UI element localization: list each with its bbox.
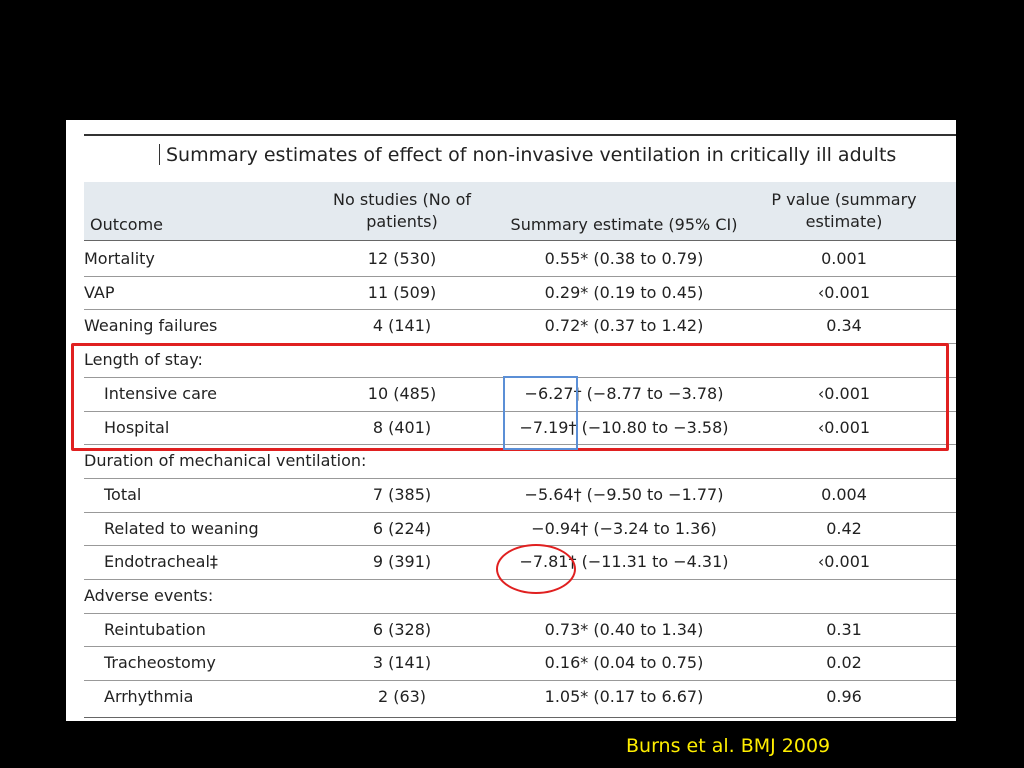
estimate-highlight-box [503, 376, 578, 450]
table-row: Total 7 (385) −5.64† (−9.50 to −1.77) 0.004 [84, 479, 956, 512]
header-p-line2: estimate) [805, 212, 883, 231]
cell-outcome: Adverse events: [84, 586, 214, 605]
cell-p-value: 0.001 [821, 249, 867, 268]
cell-studies: 2 (63) [377, 687, 427, 707]
table-panel: Summary estimates of effect of non-invas… [66, 120, 956, 721]
cell-p-value: 0.96 [826, 687, 862, 707]
cell-outcome: Tracheostomy [104, 653, 216, 673]
cell-p-value: ‹0.001 [817, 282, 871, 302]
row-rule [84, 309, 956, 311]
table-row: Mortality 12 (530) 0.55* (0.38 to 0.79) 0.0… [84, 243, 956, 276]
top-rule [84, 134, 956, 136]
citation: Burns et al. BMJ 2009 [626, 735, 831, 757]
cell-p-value: 0.02 [826, 653, 862, 673]
cell-outcome: Mortality [84, 249, 155, 268]
cell-outcome: Intensive care [104, 383, 217, 403]
header-estimate: Summary estimate (95% CI) [510, 215, 738, 234]
header-outcome: Outcome [90, 215, 164, 234]
cell-estimate: 0.29* (0.19 to 0.45) [544, 282, 704, 302]
cell-outcome: VAP [84, 282, 115, 302]
cell-estimate: −6.27† (−8.77 to −3.78) [524, 383, 724, 403]
row-rule [84, 477, 956, 479]
table-title-text: Summary estimates of effect of non-invas… [166, 144, 897, 166]
cell-studies: 12 (530) [367, 249, 437, 268]
header-p-line1: P value (summary [771, 190, 917, 209]
row-rule [84, 511, 956, 513]
cell-outcome: Arrhythmia [104, 687, 194, 707]
table-row: Hospital 8 (401) −7.19† (−10.80 to −3.58) ‹… [84, 412, 956, 445]
table-row: Reintubation 6 (328) 0.73* (0.40 to 1.34) 0… [84, 614, 956, 647]
cell-outcome: Weaning failures [84, 316, 218, 336]
cell-studies: 6 (328) [372, 619, 432, 639]
cell-outcome: Total [104, 484, 142, 504]
cell-estimate: −5.64† (−9.50 to −1.77) [524, 484, 724, 504]
table-row: Related to weaning 6 (224) −0.94† (−3.24 t… [84, 513, 956, 546]
table-row: Endotracheal‡ 9 (391) −7.81† (−11.31 to −4… [84, 546, 956, 579]
cell-outcome: Reintubation [104, 619, 206, 639]
header-studies-line1: No studies (No of [333, 190, 471, 209]
table-row: Arrhythmia 2 (63) 1.05* (0.17 to 6.67) 0.96 [84, 681, 956, 714]
cell-p-value: 0.004 [821, 484, 867, 504]
cell-estimate: −0.94† (−3.24 to 1.36) [531, 518, 717, 538]
cell-estimate: 0.73* (0.40 to 1.34) [544, 619, 704, 639]
endotracheal-highlight-ellipse [496, 544, 576, 594]
cell-estimate: −7.19† (−10.80 to −3.58) [519, 417, 729, 437]
header-studies-line2: patients) [366, 212, 438, 231]
cell-outcome: Hospital [104, 417, 170, 437]
header-rule [84, 240, 956, 241]
cell-studies: 6 (224) [372, 518, 432, 538]
cell-studies: 3 (141) [372, 653, 432, 673]
header-studies: No studies (No of patients) [302, 189, 502, 233]
row-rule [84, 680, 956, 682]
cell-estimate: 1.05* (0.17 to 6.67) [544, 687, 704, 707]
cell-outcome: Duration of mechanical ventilation: [84, 451, 367, 471]
cell-studies: 8 (401) [372, 417, 432, 437]
row-rule [84, 646, 956, 648]
table-row: VAP 11 (509) 0.29* (0.19 to 0.45) ‹0.001 [84, 277, 956, 310]
cell-p-value: 0.34 [826, 316, 862, 336]
cell-p-value: ‹0.001 [817, 383, 871, 403]
cell-studies: 11 (509) [367, 282, 437, 302]
table-row: Weaning failures 4 (141) 0.72* (0.37 to 1.… [84, 310, 956, 343]
table-row: Adverse events: [84, 580, 956, 613]
cell-studies: 9 (391) [372, 552, 432, 572]
row-rule [84, 444, 956, 446]
cell-estimate: 0.72* (0.37 to 1.42) [544, 316, 704, 336]
cell-outcome: Endotracheal‡ [104, 552, 218, 572]
cell-outcome: Related to weaning [104, 518, 259, 538]
cell-studies: 10 (485) [367, 383, 437, 403]
table-row: Length of stay: [84, 344, 956, 377]
row-rule [84, 410, 956, 412]
table-row: Intensive care 10 (485) −6.27† (−8.77 to −… [84, 378, 956, 411]
cell-p-value: ‹0.001 [817, 417, 871, 437]
cell-studies: 7 (385) [372, 484, 432, 504]
row-rule [84, 275, 956, 277]
cell-estimate: 0.55* (0.38 to 0.79) [544, 249, 704, 268]
cell-studies: 4 (141) [372, 316, 432, 336]
table-row: Duration of mechanical ventilation: [84, 445, 956, 478]
table-title: Summary estimates of effect of non-invas… [159, 144, 896, 166]
bottom-rule [84, 717, 956, 718]
row-rule [84, 612, 956, 614]
cell-p-value: ‹0.001 [817, 552, 871, 572]
table-row: Tracheostomy 3 (141) 0.16* (0.04 to 0.75) 0… [84, 647, 956, 680]
table-header: Outcome No studies (No of patients) Summ… [84, 182, 956, 240]
header-p-value: P value (summary estimate) [744, 189, 944, 233]
cell-p-value: 0.31 [826, 619, 862, 639]
cell-outcome: Length of stay: [84, 350, 203, 370]
cell-estimate: 0.16* (0.04 to 0.75) [544, 653, 704, 673]
cell-p-value: 0.42 [826, 518, 862, 538]
